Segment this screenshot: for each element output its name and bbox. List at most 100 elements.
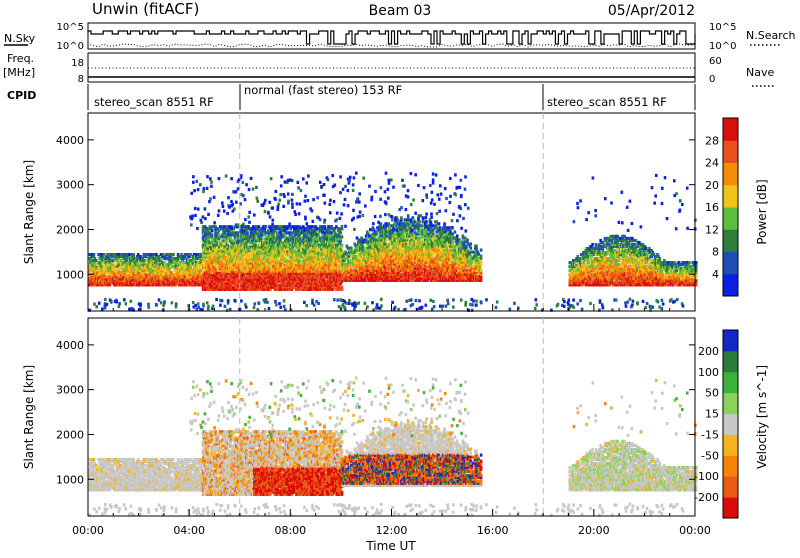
power-cell: [364, 302, 367, 305]
power-cell: [336, 299, 339, 302]
power-cell: [147, 306, 150, 309]
power-cell: [446, 299, 449, 302]
power-cell: [602, 306, 605, 309]
power-cell: [354, 304, 357, 307]
power-cell: [356, 236, 359, 239]
power-cell: [157, 255, 160, 258]
power-cell: [341, 249, 344, 252]
power-cell: [470, 298, 473, 301]
power-cell: [480, 300, 483, 303]
power-cell: [353, 301, 356, 304]
power-cell: [340, 231, 343, 234]
freq-tick-top: 18: [71, 58, 84, 69]
power-cell: [418, 299, 421, 302]
power-cell: [124, 253, 127, 256]
power-cell: [433, 305, 436, 308]
power-cell: [155, 253, 158, 256]
power-cell: [179, 261, 182, 264]
power-cell: [581, 308, 584, 311]
power-cell: [615, 299, 618, 302]
power-cell: [658, 306, 661, 309]
power-cell: [207, 307, 210, 310]
power-cell: [206, 301, 209, 304]
power-cell: [572, 306, 575, 309]
power-cell: [368, 234, 371, 237]
date-title: 05/Apr/2012: [608, 3, 695, 19]
power-cell: [376, 303, 379, 306]
nsky-tick-top: 10^5: [57, 22, 84, 33]
power-cell: [388, 226, 391, 229]
power-cell: [567, 301, 570, 304]
power-cell: [147, 303, 150, 306]
power-cell: [348, 299, 351, 302]
power-cell: [535, 298, 538, 301]
cpid-segment-1: stereo_scan 8551 RF: [94, 95, 214, 109]
beam-title: Beam 03: [369, 3, 432, 19]
power-cell: [626, 301, 629, 304]
power-cell: [143, 253, 146, 256]
power-cell: [283, 299, 286, 302]
power-cell: [104, 306, 107, 309]
power-cell: [589, 302, 592, 305]
power-cell: [341, 255, 344, 258]
power-cell: [240, 299, 243, 302]
power-cell: [209, 241, 212, 244]
power-cell: [219, 299, 222, 302]
power-cell: [227, 299, 230, 302]
power-cell: [219, 304, 222, 307]
power-cell: [93, 253, 96, 256]
power-cell: [353, 308, 356, 311]
nsky-label: N.Sky: [4, 32, 36, 45]
power-cell: [197, 302, 200, 305]
power-cell: [343, 306, 346, 309]
power-cell: [137, 253, 140, 256]
power-cell: [642, 300, 645, 303]
power-cell: [303, 301, 306, 304]
power-cell: [237, 239, 240, 242]
freq-tick-bottom: 8: [78, 74, 84, 85]
power-cell: [341, 286, 344, 289]
power-cell: [405, 300, 408, 303]
power-cell: [333, 298, 336, 301]
power-cell: [97, 267, 100, 270]
power-cell: [263, 299, 266, 302]
power-cell: [258, 225, 261, 228]
power-cell: [579, 299, 582, 302]
power-cell: [233, 299, 236, 302]
power-cell: [132, 253, 135, 256]
power-cell: [572, 299, 575, 302]
power-cell: [563, 300, 566, 303]
power-cell: [408, 299, 411, 302]
power-cell: [283, 305, 286, 308]
power-cell: [245, 306, 248, 309]
power-cell: [475, 303, 478, 306]
power-cell: [460, 299, 463, 302]
nave-tick-bottom: 0: [709, 74, 715, 85]
power-cell: [535, 303, 538, 306]
power-cell: [377, 306, 380, 309]
power-cell: [629, 298, 632, 301]
power-cell: [125, 302, 128, 305]
cpid-segment-2: normal (fast stereo) 153 RF: [244, 83, 402, 97]
power-cell: [670, 298, 673, 301]
power-cell: [139, 304, 142, 307]
power-cell: [432, 300, 435, 303]
power-cell: [175, 257, 178, 260]
power-cell: [632, 300, 635, 303]
power-cell: [104, 298, 107, 301]
power-cell: [231, 239, 234, 242]
power-cell: [202, 303, 205, 306]
power-cell: [339, 298, 342, 301]
power-cell: [358, 302, 361, 305]
power-cell: [447, 302, 450, 305]
power-cell: [172, 253, 175, 256]
power-cell: [410, 304, 413, 307]
power-cell: [570, 304, 573, 307]
power-cell: [662, 302, 665, 305]
power-cell: [101, 308, 104, 311]
power-cell: [112, 253, 115, 256]
power-cell: [350, 247, 353, 250]
power-cell: [394, 232, 397, 235]
nave-tick-top: 60: [709, 56, 722, 67]
power-cell: [452, 298, 455, 301]
